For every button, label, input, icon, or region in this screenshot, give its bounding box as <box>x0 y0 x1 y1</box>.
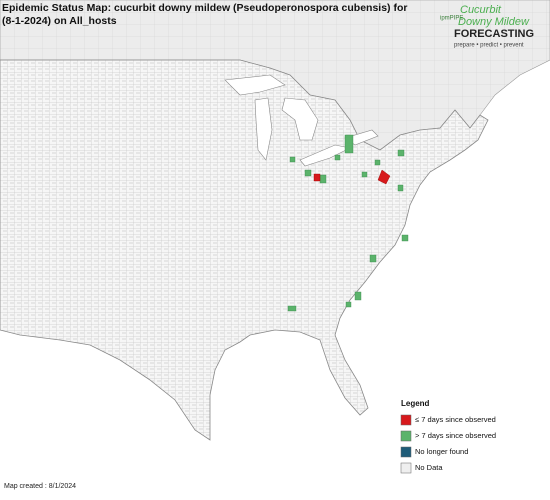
legend-swatch <box>400 430 412 442</box>
observations <box>287 134 409 312</box>
logo-text: FORECASTING <box>454 28 534 40</box>
united-states <box>0 59 489 441</box>
logo-tagline: prepare • predict • prevent <box>454 43 524 49</box>
title: Epidemic Status Map: cucurbit downy mild… <box>2 2 407 27</box>
great-lakes <box>224 74 379 167</box>
legend-label: > 7 days since observed <box>415 431 496 440</box>
title-line: Epidemic Status Map: cucurbit downy mild… <box>2 2 407 14</box>
logo-brand: ipmPIPE <box>440 16 463 22</box>
legend-label: ≤ 7 days since observed <box>415 415 496 424</box>
legend-title: Legend <box>401 399 430 408</box>
logo-text: Downy Mildew <box>458 16 530 28</box>
logo-text: Cucurbit <box>460 4 502 16</box>
legend-swatch <box>400 446 412 458</box>
legend-label: No longer found <box>415 447 468 456</box>
title-line: (8-1-2024) on All_hosts <box>2 15 117 27</box>
legend-swatch <box>400 462 412 474</box>
logo: ipmPIPE Cucurbit Downy Mildew FORECASTIN… <box>440 4 534 49</box>
basemap <box>0 0 550 441</box>
legend-label: No Data <box>415 463 443 472</box>
footer: Map created : 8/1/2024 <box>4 483 76 490</box>
legend: Legend ≤ 7 days since observed > 7 days s… <box>400 399 496 474</box>
legend-swatch <box>400 414 412 426</box>
